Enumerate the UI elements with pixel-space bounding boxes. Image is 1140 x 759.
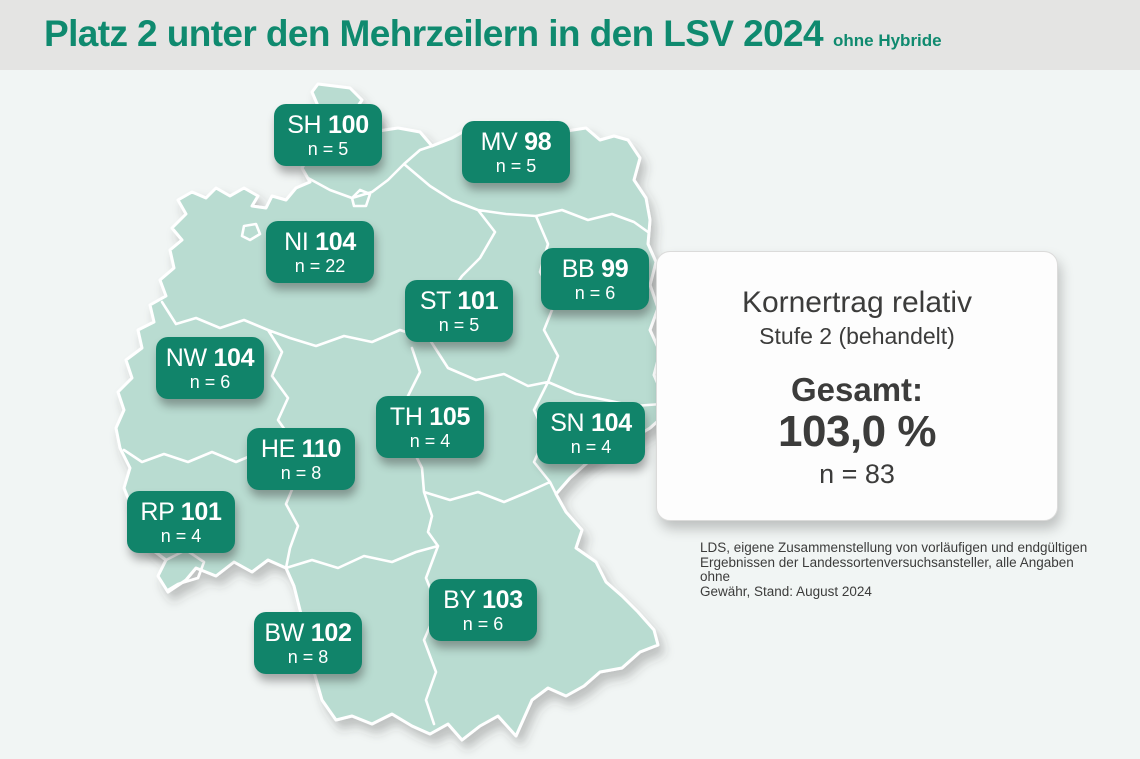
badge-code: TH	[389, 402, 423, 431]
source-note: LDS, eigene Zusammenstellung von vorläuf…	[700, 540, 1090, 599]
badge-sn: SN 104 n = 4	[537, 402, 645, 464]
badge-n: n = 4	[570, 436, 612, 457]
badge-value: 101	[180, 497, 222, 526]
badge-sh: SH 100 n = 5	[274, 104, 382, 166]
source-note-line: Gewähr, Stand: August 2024	[700, 583, 872, 599]
badge-n: n = 6	[462, 613, 504, 634]
badge-n: n = 8	[280, 462, 322, 483]
badge-bw: BW 102 n = 8	[254, 612, 362, 674]
badge-code: HE	[260, 434, 296, 463]
state-borders	[122, 144, 664, 726]
badge-value: 99	[601, 254, 629, 283]
summary-subtitle: Stufe 2 (behandelt)	[759, 323, 955, 349]
badge-code: RP	[140, 497, 175, 526]
badge-n: n = 6	[574, 282, 616, 303]
badge-value: 104	[213, 343, 255, 372]
badge-n: n = 22	[294, 255, 346, 276]
badge-bb: BB 99 n = 6	[541, 248, 649, 310]
summary-panel: Kornertrag relativ Stufe 2 (behandelt) G…	[656, 251, 1058, 521]
badge-value: 104	[315, 227, 356, 256]
badge-st: ST 101 n = 5	[405, 280, 513, 342]
summary-title: Kornertrag relativ	[741, 286, 973, 319]
badge-n: n = 4	[160, 525, 202, 546]
badge-mv: MV 98 n = 5	[462, 121, 570, 183]
summary-total-label: Gesamt:	[790, 371, 924, 408]
badge-n: n = 5	[307, 138, 349, 159]
badge-code: BY	[443, 585, 476, 614]
badge-code: BB	[561, 254, 595, 283]
badge-he: HE 110 n = 8	[247, 428, 355, 490]
badge-code: SN	[550, 408, 585, 437]
badge-code: SH	[287, 110, 322, 139]
badge-code: BW	[264, 618, 305, 647]
summary-n: n = 83	[819, 459, 895, 489]
badge-value: 102	[310, 618, 352, 647]
badge-n: n = 5	[495, 155, 537, 176]
badge-value: 103	[482, 585, 523, 614]
badge-code: MV	[480, 127, 518, 156]
badge-ni: NI 104 n = 22	[266, 221, 374, 283]
badge-by: BY 103 n = 6	[429, 579, 537, 641]
badge-code: NW	[165, 343, 207, 372]
badge-code: NI	[284, 227, 309, 256]
badge-n: n = 4	[409, 430, 451, 451]
badge-n: n = 8	[287, 646, 329, 667]
badge-code: ST	[419, 286, 451, 315]
summary-total-value: 103,0 %	[778, 407, 936, 456]
page-subtitle: ohne Hybride	[833, 31, 942, 50]
badge-th: TH 105 n = 4	[376, 396, 484, 458]
badge-value: 98	[524, 127, 552, 156]
badge-n: n = 6	[189, 371, 231, 392]
badge-value: 101	[457, 286, 499, 315]
badge-value: 110	[301, 434, 342, 463]
header-band: Platz 2 unter den Mehrzeilern in den LSV…	[0, 0, 1140, 70]
badge-value: 100	[327, 110, 369, 139]
badge-n: n = 5	[438, 314, 480, 335]
source-note-line: Ergebnissen der Landessortenversuchsanst…	[700, 554, 1074, 584]
badge-value: 105	[429, 402, 471, 431]
page-title: Platz 2 unter den Mehrzeilern in den LSV…	[44, 13, 824, 54]
badge-value: 104	[590, 408, 632, 437]
badge-rp: RP 101 n = 4	[127, 491, 235, 553]
badge-nw: NW 104 n = 6	[156, 337, 264, 399]
source-note-line: LDS, eigene Zusammenstellung von vorläuf…	[700, 540, 1088, 555]
